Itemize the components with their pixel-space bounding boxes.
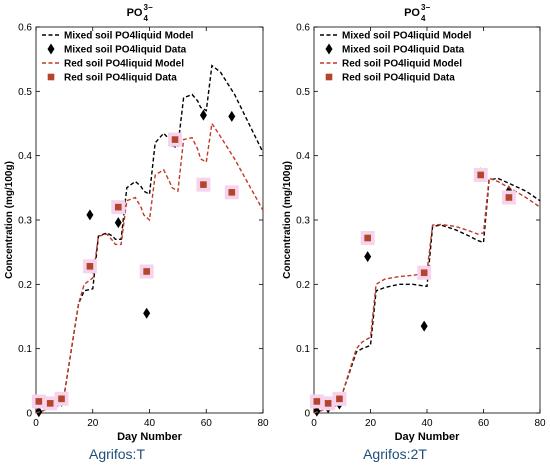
data-point — [171, 136, 179, 143]
y-axis-label: Concentration (mg/100g) — [4, 161, 15, 279]
legend-label: Mixed soil PO4liquid Model — [64, 31, 194, 42]
y-tick-label: 0.4 — [18, 151, 32, 162]
y-tick-label: 0 — [26, 409, 32, 420]
y-tick-label: 0.6 — [296, 23, 310, 34]
legend-square-swatch — [47, 73, 55, 81]
x-tick-label: 20 — [365, 418, 377, 429]
title-text: PO — [127, 7, 143, 19]
legend-label: Red soil PO4liquid Data — [342, 73, 455, 84]
panel-caption: Agrifos:2T — [363, 446, 427, 462]
legend: Mixed soil PO4liquid Model Mixed soil PO4… — [42, 31, 194, 84]
data-point — [114, 217, 122, 229]
legend: Mixed soil PO4liquid Model Mixed soil PO4… — [320, 31, 472, 84]
data-point — [364, 234, 371, 242]
data-point — [505, 194, 513, 201]
legend-label: Red soil PO4liquid Data — [64, 73, 177, 84]
y-tick-label: 0.4 — [296, 151, 310, 162]
data-point — [228, 189, 236, 196]
title-subscript: 4 — [421, 14, 426, 23]
data-point — [114, 203, 122, 211]
x-tick-label: 60 — [478, 418, 490, 429]
series-4 — [31, 132, 239, 411]
x-tick-label: 40 — [421, 418, 433, 429]
data-point — [35, 398, 43, 405]
x-tick-label: 40 — [144, 418, 156, 429]
title-superscript: 3− — [421, 3, 430, 12]
data-point — [199, 109, 207, 121]
title-subscript: 4 — [144, 14, 149, 23]
data-point — [477, 171, 484, 179]
plot-area — [313, 26, 541, 414]
panel-caption: Agrifos:T — [89, 446, 145, 462]
y-tick-label: 0.1 — [296, 344, 310, 355]
data-point — [336, 395, 343, 403]
series-4 — [309, 167, 516, 411]
y-tick-label: 0 — [304, 409, 310, 420]
data-point — [228, 110, 236, 122]
x-tick-label: 0 — [33, 418, 39, 429]
data-point — [364, 251, 372, 263]
x-tick-label: 20 — [87, 418, 99, 429]
x-tick-label: 80 — [257, 418, 269, 429]
data-point — [143, 268, 150, 275]
series-line — [35, 64, 264, 414]
data-point — [86, 263, 94, 270]
data-point — [420, 269, 428, 277]
title-superscript: 3− — [144, 3, 153, 12]
y-tick-label: 0.1 — [18, 344, 32, 355]
x-tick-label: 80 — [534, 418, 546, 429]
y-tick-label: 0.2 — [18, 280, 32, 291]
legend-diamond-swatch — [47, 43, 55, 55]
series-line — [35, 121, 264, 414]
data-point — [46, 400, 54, 407]
chart-title: PO 3− 4 — [404, 3, 430, 23]
data-point — [420, 320, 428, 332]
y-tick-label: 0.6 — [18, 23, 32, 34]
legend-label: Mixed soil PO4liquid Model — [342, 31, 472, 42]
data-point — [58, 395, 65, 403]
y-tick-label: 0.3 — [18, 216, 32, 227]
legend-square-swatch — [325, 73, 333, 81]
legend-label: Mixed soil PO4liquid Data — [64, 45, 187, 56]
chart-title: PO 3− 4 — [127, 3, 153, 23]
x-axis-label: Day Number — [395, 431, 461, 443]
data-point — [313, 398, 321, 405]
y-axis-label: Concentration (mg/100g) — [282, 161, 293, 279]
series-1 — [35, 64, 264, 414]
series-3 — [35, 121, 264, 414]
legend-label: Red soil PO4liquid Model — [64, 59, 184, 70]
y-tick-label: 0.3 — [296, 216, 310, 227]
y-tick-label: 0.5 — [18, 87, 32, 98]
data-point — [200, 181, 207, 188]
y-tick-label: 0.5 — [296, 87, 310, 98]
data-point — [143, 307, 151, 319]
legend-label: Red soil PO4liquid Model — [342, 59, 462, 70]
data-point — [324, 400, 332, 407]
title-text: PO — [404, 7, 420, 19]
data-point — [86, 209, 94, 221]
x-axis-label: Day Number — [117, 431, 183, 443]
legend-diamond-swatch — [325, 43, 333, 55]
x-tick-label: 0 — [311, 418, 317, 429]
x-tick-label: 60 — [201, 418, 213, 429]
legend-label: Mixed soil PO4liquid Data — [342, 45, 465, 56]
y-tick-label: 0.2 — [296, 280, 310, 291]
